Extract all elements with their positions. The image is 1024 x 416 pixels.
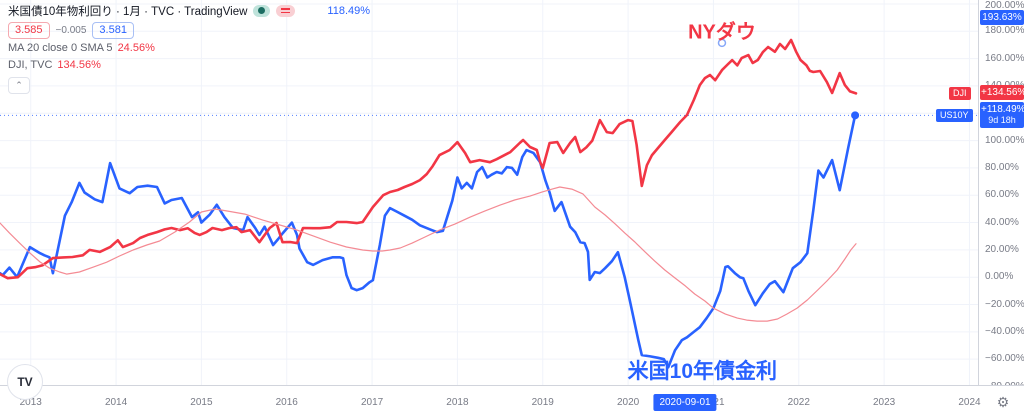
- time-axis-label: 2024: [958, 397, 981, 408]
- series-line-ma-20-sma-5: [0, 186, 857, 322]
- price-axis-label: 180.00%: [985, 25, 1024, 37]
- price-axis-label: 80.00%: [985, 161, 1019, 173]
- price-axis-label: 200.00%: [985, 0, 1024, 11]
- indicator-value: 24.56%: [117, 42, 155, 54]
- price-value-2: 3.581: [92, 21, 134, 39]
- tradingview-logo[interactable]: TV: [7, 364, 43, 400]
- symbol-title[interactable]: 米国債10年物利回り · 1月 · TVC · TradingView: [8, 5, 248, 18]
- chart-canvas[interactable]: [0, 0, 978, 385]
- price-axis-label: 0.00%: [985, 271, 1014, 283]
- price-axis-label: 60.00%: [985, 189, 1019, 201]
- series-line-dji: [0, 38, 858, 280]
- time-axis-label: 2020: [616, 397, 640, 408]
- symbol-change-pct: 118.49%: [327, 4, 371, 17]
- time-axis-label: 2014: [104, 397, 128, 408]
- time-axis-label: 2015: [190, 397, 213, 408]
- indicator-label[interactable]: MA 20 close 0 SMA 5: [8, 42, 113, 54]
- price-axis-label: 20.00%: [985, 243, 1019, 255]
- price-axis-label: −60.00%: [985, 353, 1024, 365]
- source-menu-pink-icon[interactable]: [276, 4, 296, 17]
- series-line-us10y: [0, 114, 857, 369]
- annotation-us10y[interactable]: 米国10年債金利: [627, 360, 778, 384]
- time-axis-label: 2017: [360, 397, 384, 408]
- price-axis-label: 160.00%: [985, 52, 1024, 64]
- legend: 米国債10年物利回り · 1月 · TVC · TradingView 118.…: [8, 3, 370, 94]
- compare-symbol-value: 134.56%: [57, 59, 101, 71]
- annotation-anchor-point: [717, 38, 727, 48]
- time-axis[interactable]: 2013201420152016201720182019202020212022…: [0, 385, 1024, 416]
- compare-symbol-label[interactable]: DJI, TVC: [8, 59, 53, 71]
- gear-icon[interactable]: ⚙: [996, 394, 1010, 410]
- us10y-axis-tag: US10Y: [936, 109, 973, 123]
- time-axis-label: 2013: [19, 397, 42, 408]
- price-axis-label: 40.00%: [985, 216, 1019, 228]
- time-axis-label: 2023: [873, 397, 896, 408]
- price-change: −0.005: [55, 24, 87, 36]
- time-axis-label: 2022: [787, 397, 810, 408]
- legend-collapse-button[interactable]: ⌃: [8, 77, 30, 94]
- last-price-marker: [851, 111, 860, 120]
- price-axis-label: −20.00%: [985, 298, 1024, 310]
- price-axis-label: −40.00%: [985, 325, 1024, 337]
- time-axis-label: 2019: [531, 397, 554, 408]
- price-value: 3.585: [8, 21, 50, 39]
- annotation-nydow[interactable]: NYダウ: [688, 21, 756, 44]
- source-toggle-teal-icon[interactable]: [253, 4, 271, 17]
- price-axis[interactable]: 200.00%180.00%160.00%140.00%120.00%100.0…: [978, 0, 1024, 392]
- us10y-price-badge: +118.49% 9d 18h: [980, 102, 1024, 129]
- time-axis-label: 2018: [446, 397, 469, 408]
- price-axis-label: 100.00%: [985, 134, 1024, 146]
- time-axis-label: 2016: [275, 397, 298, 408]
- dji-axis-tag: DJI: [949, 87, 971, 101]
- dji-price-badge: +134.56%: [980, 85, 1024, 101]
- crosshair-date-badge: 2020-09-01: [653, 394, 717, 411]
- crosshair-price-badge: 193.63%: [980, 10, 1024, 25]
